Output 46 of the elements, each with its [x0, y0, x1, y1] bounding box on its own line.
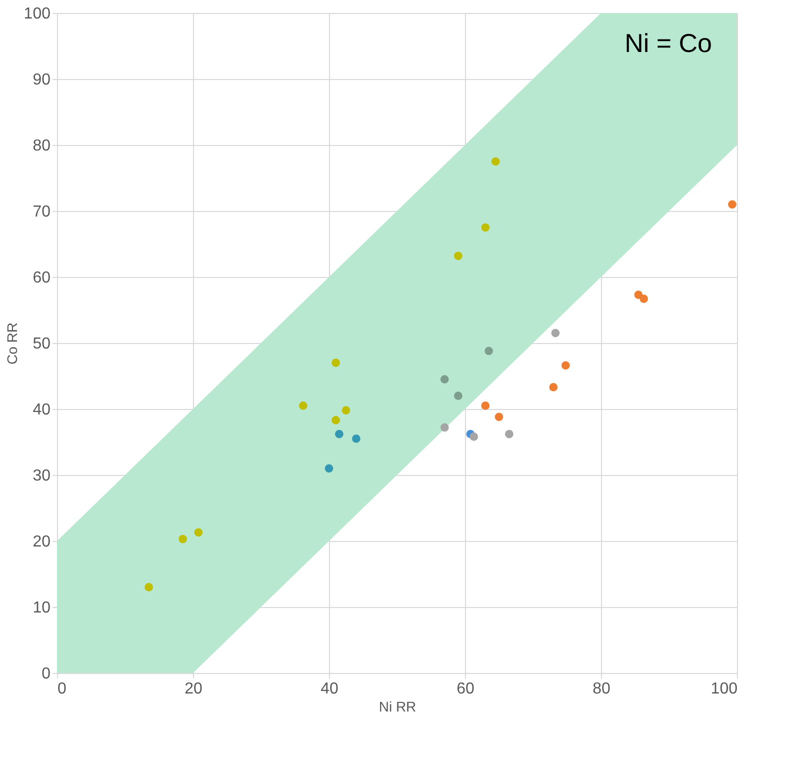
point: [470, 432, 478, 441]
point: [551, 328, 560, 338]
x-tick-label: 0: [58, 680, 66, 698]
x-tick-label: 20: [184, 680, 202, 698]
y-tick-label: 0: [42, 666, 51, 682]
point: [440, 375, 449, 384]
point: [454, 392, 462, 400]
point: [491, 157, 500, 166]
point: [342, 406, 350, 414]
y-tick-label: 100: [24, 6, 51, 22]
x-tick-label: 40: [320, 680, 338, 698]
y-tick-label: 20: [32, 534, 51, 550]
point: [505, 430, 514, 438]
point: [494, 412, 504, 422]
y-tick-label: 30: [32, 468, 51, 484]
point: [335, 430, 344, 438]
x-tick-label: 60: [456, 680, 474, 698]
point: [561, 361, 570, 370]
y-tick-label: 50: [32, 336, 51, 352]
point: [352, 434, 360, 443]
point: [549, 383, 558, 392]
y-tick-label: 80: [32, 138, 51, 154]
point: [332, 416, 340, 424]
point: [484, 346, 493, 356]
point: [481, 402, 490, 410]
point: [728, 200, 736, 209]
y-tick-label: 90: [32, 72, 51, 88]
point: [454, 252, 462, 260]
point: [298, 402, 308, 410]
y-tick-label: 60: [32, 270, 51, 286]
x-tick-label: 100: [710, 680, 738, 698]
point: [324, 464, 334, 473]
annotation: Ni = Co: [624, 28, 712, 58]
point: [178, 534, 187, 544]
point: [481, 223, 490, 232]
x-tick-label: 80: [592, 680, 610, 698]
y-tick-label: 10: [32, 600, 51, 616]
y-axis-title: Co RR: [4, 322, 20, 365]
y-tick-label: 70: [32, 204, 51, 220]
x-axis-title: Ni RR: [378, 698, 416, 714]
y-tick-label: 40: [32, 402, 51, 418]
point: [332, 358, 340, 367]
point: [640, 294, 648, 303]
point: [144, 583, 153, 592]
point: [194, 528, 203, 537]
point: [440, 423, 449, 432]
